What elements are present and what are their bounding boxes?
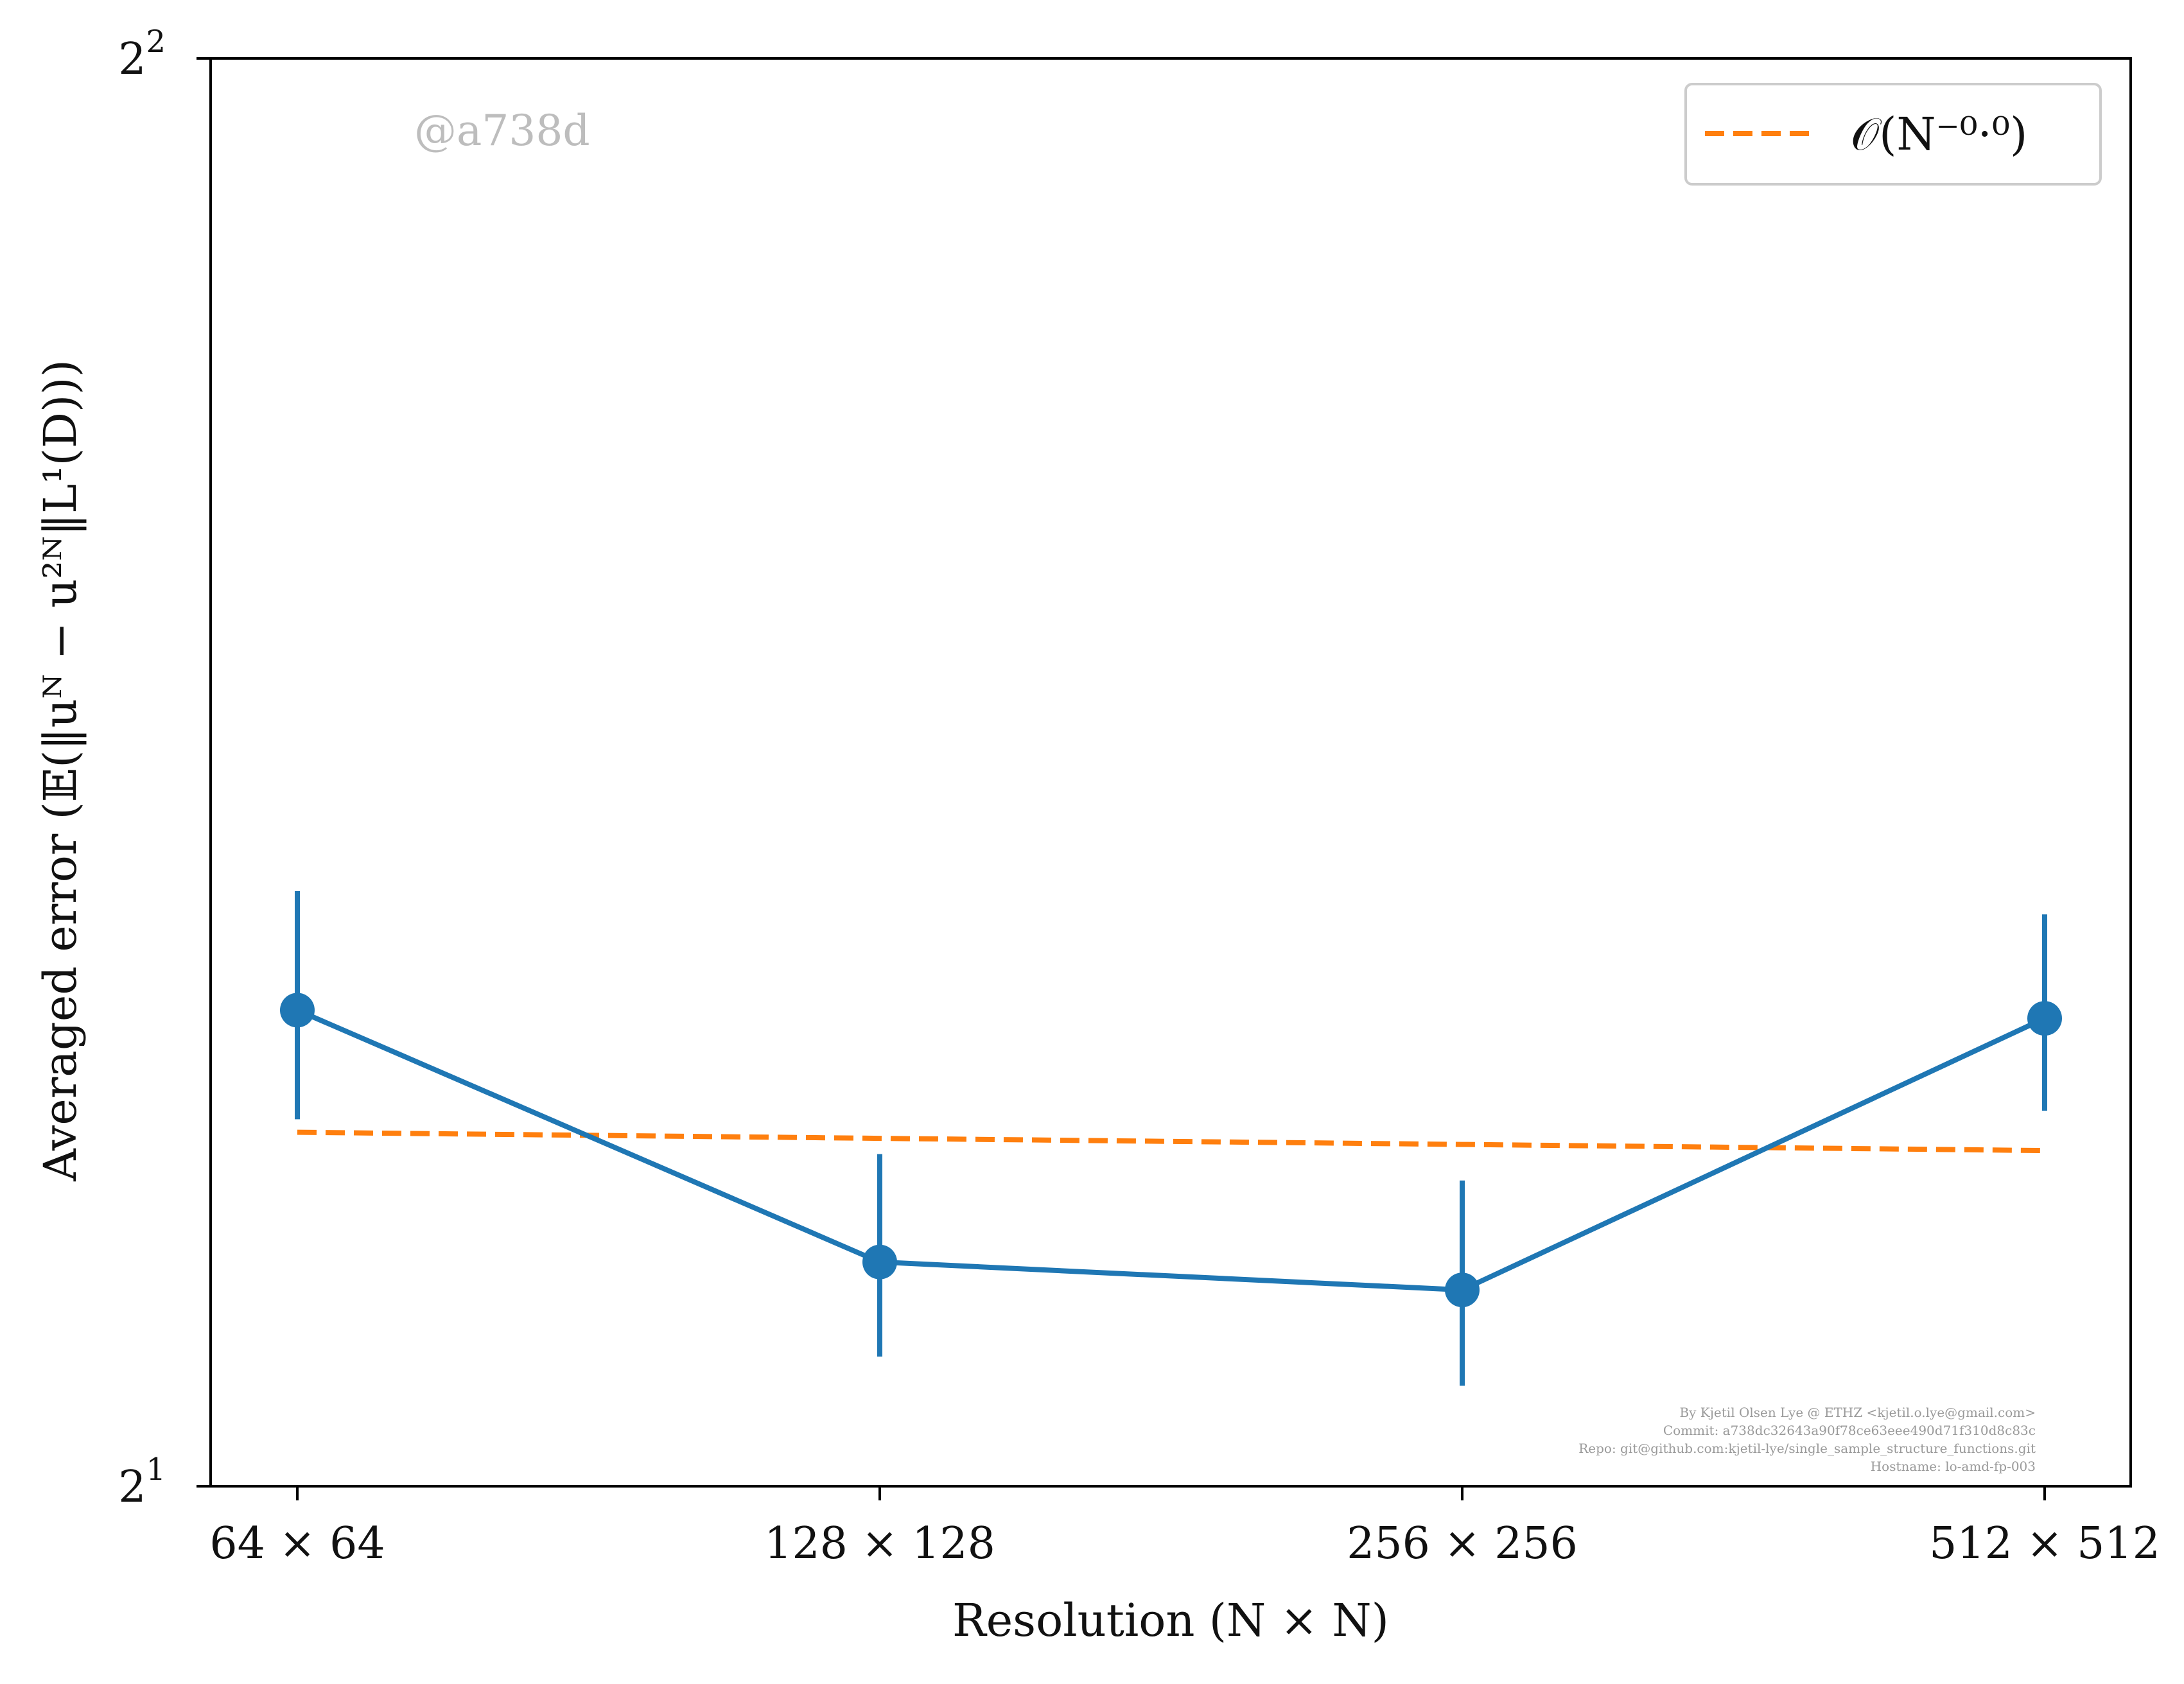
plot-frame <box>209 57 2132 1488</box>
data-point <box>1445 1272 1480 1308</box>
y-axis-ticks: 21 22 <box>118 24 211 1513</box>
footer-note: By Kjetil Olsen Lye @ ETHZ <kjetil.o.lye… <box>1578 1405 2036 1474</box>
x-tick-label: 128 × 128 <box>764 1518 995 1569</box>
x-tick-label: 512 × 512 <box>1929 1518 2160 1569</box>
x-tick-label: 64 × 64 <box>209 1518 385 1569</box>
watermark: @a738d <box>414 106 590 155</box>
data-point <box>862 1244 897 1280</box>
x-tick-label: 256 × 256 <box>1347 1518 1578 1569</box>
series-blue-error <box>280 890 2062 1386</box>
series-line <box>296 1007 2046 1293</box>
y-tick-label: 22 <box>118 24 166 85</box>
y-axis-label: Averaged error (𝔼(‖uᴺ − u²ᴺ‖L¹(D))) <box>34 360 87 1182</box>
footer-line-3: Repo: git@github.com:kjetil-lye/single_s… <box>1578 1441 2036 1456</box>
data-point <box>2027 1001 2062 1036</box>
footer-line-2: Commit: a738dc32643a90f78ce63eee490d71f3… <box>1663 1423 2036 1438</box>
x-axis-ticks: 64 × 64 128 × 128 256 × 256 512 × 512 <box>209 1486 2160 1569</box>
footer-line-1: By Kjetil Olsen Lye @ ETHZ <kjetil.o.lye… <box>1679 1405 2036 1420</box>
legend: 𝒪(N⁻⁰·⁰) <box>1684 83 2102 186</box>
legend-entry-label: 𝒪(N⁻⁰·⁰) <box>1851 108 2027 161</box>
y-tick-label: 21 <box>118 1452 166 1513</box>
data-point <box>280 993 315 1028</box>
x-axis-label: Resolution (N × N) <box>952 1594 1389 1647</box>
legend-box <box>1684 83 2102 186</box>
footer-line-4: Hostname: lo-amd-fp-003 <box>1871 1459 2036 1474</box>
